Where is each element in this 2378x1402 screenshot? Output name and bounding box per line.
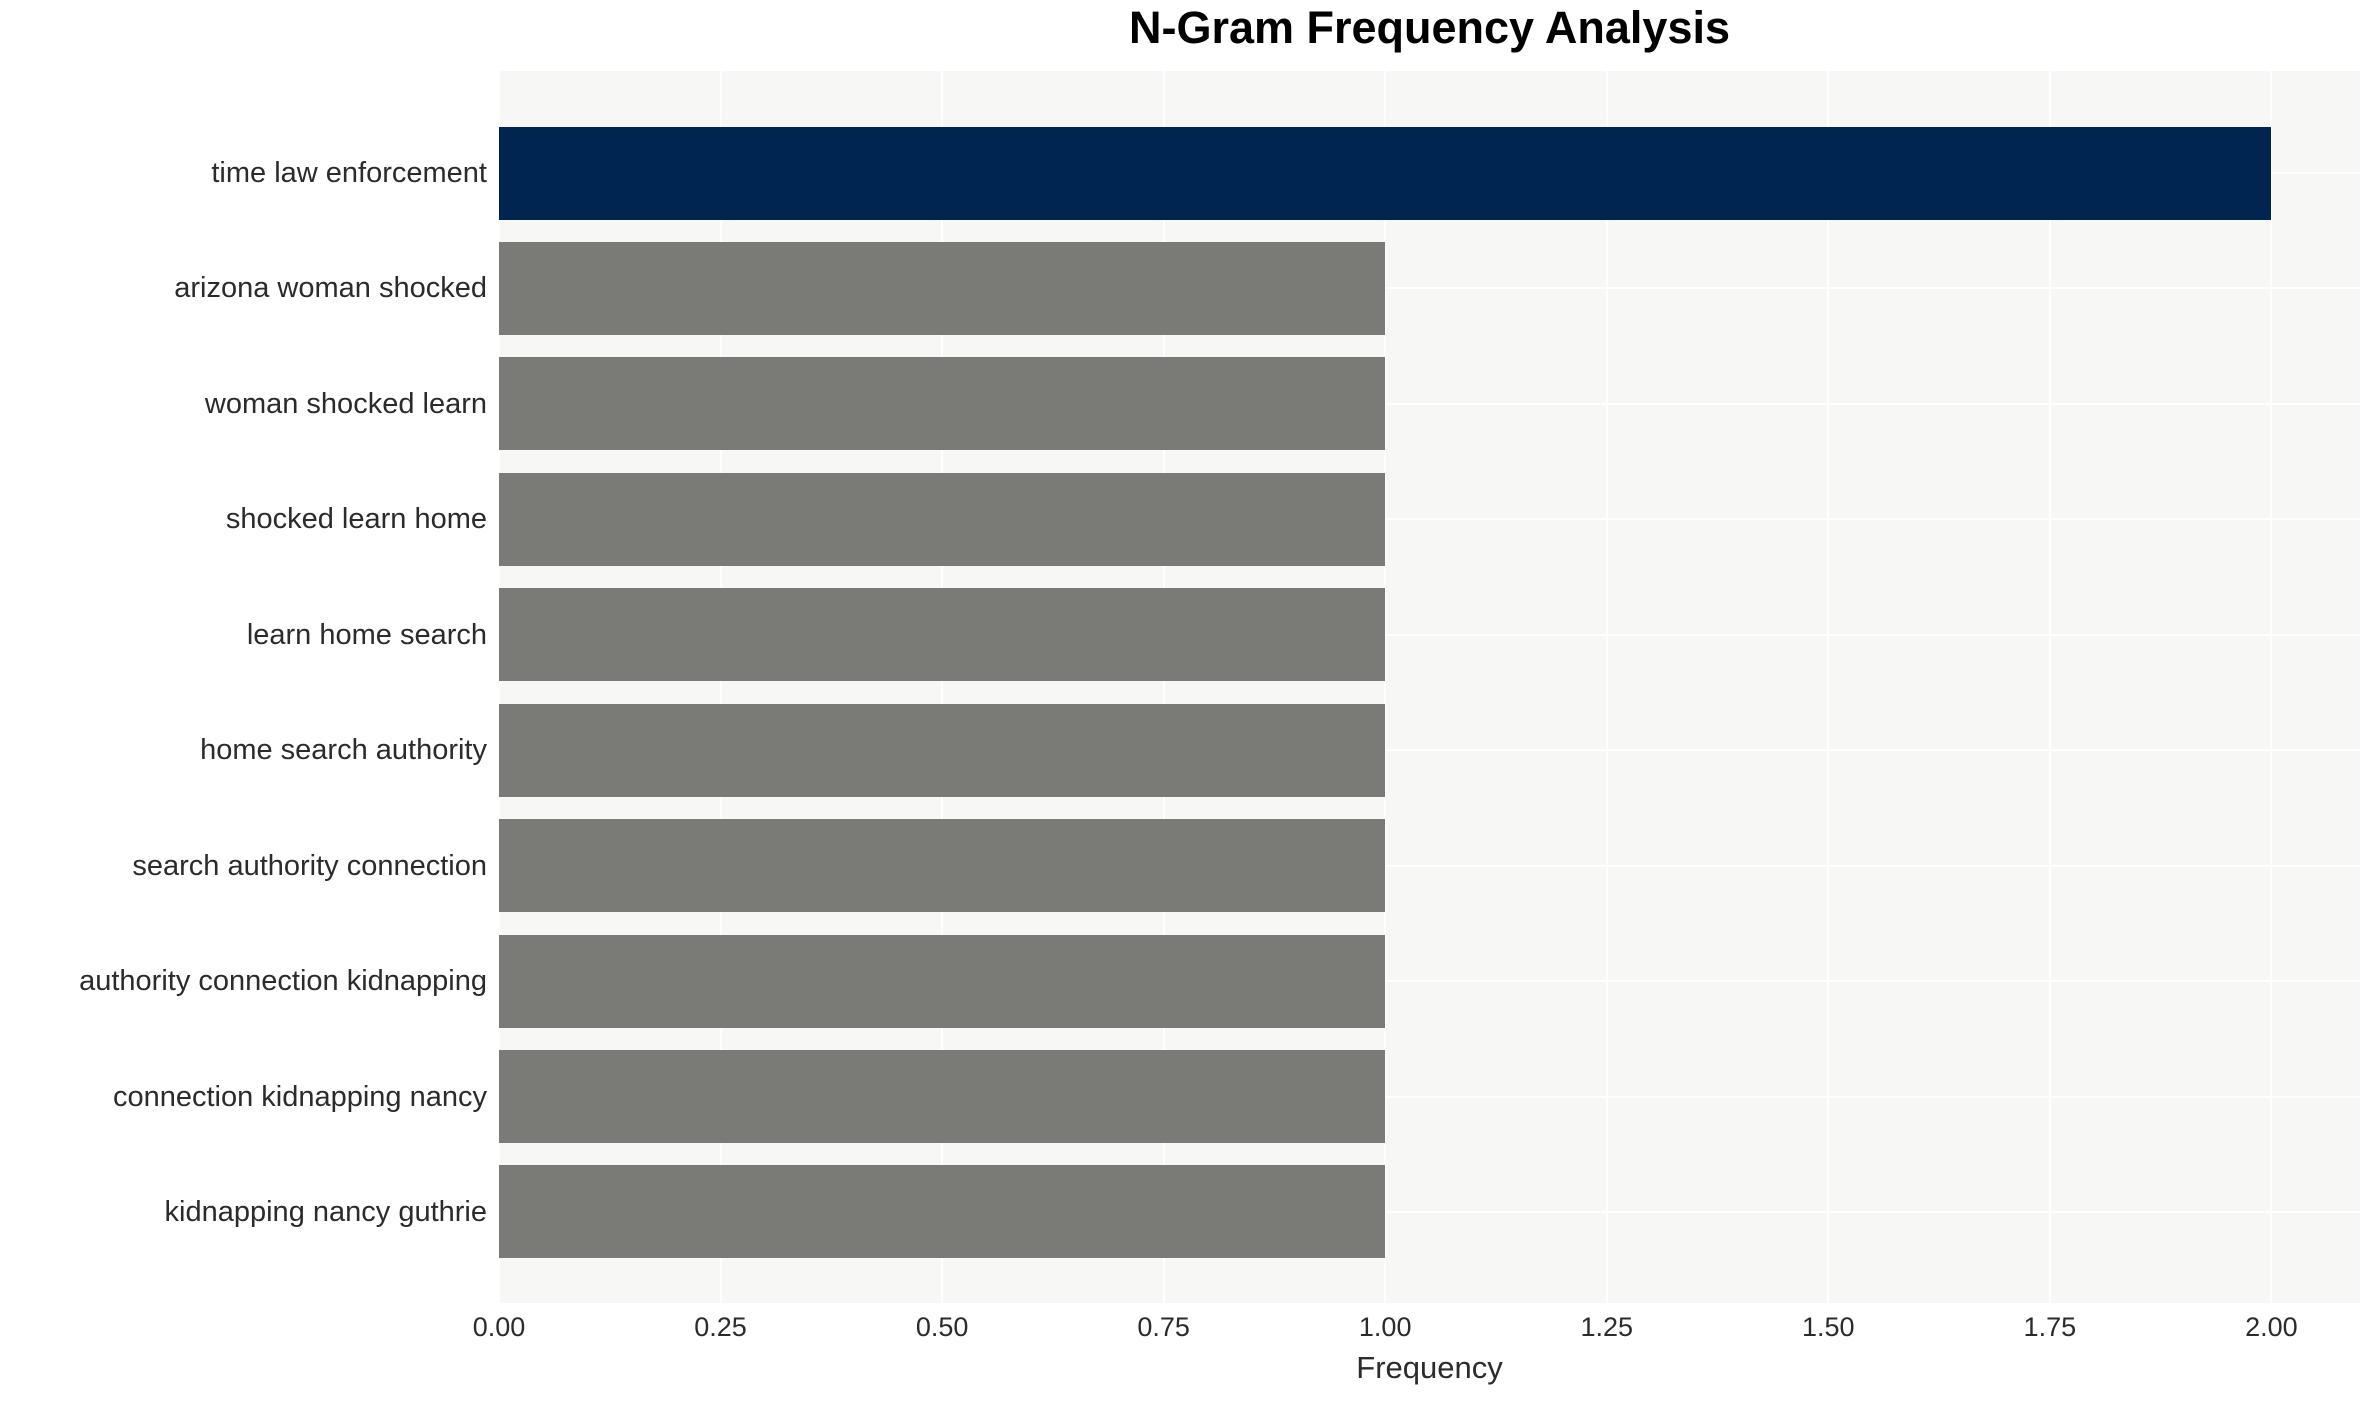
y-tick-label: connection kidnapping nancy — [112, 1080, 487, 1113]
y-gridline — [499, 633, 2360, 636]
x-gridline — [719, 71, 722, 1303]
x-gridline — [2270, 71, 2273, 1303]
y-gridline — [499, 1095, 2360, 1098]
y-tick-label: authority connection kidnapping — [79, 965, 487, 998]
x-tick-label: 1.50 — [1802, 1312, 1855, 1342]
x-gridline — [1827, 71, 1830, 1303]
y-tick-label: time law enforcement — [211, 157, 487, 189]
bar-search-authority-connection — [499, 819, 1386, 913]
x-tick-label: 0.75 — [1137, 1312, 1190, 1342]
y-tick-label: home search authority — [200, 734, 487, 767]
x-tick-label: 1.75 — [2023, 1312, 2077, 1342]
y-gridline — [499, 518, 2360, 521]
bar-arizona-woman-shocked — [499, 241, 1386, 335]
y-tick-label: woman shocked learn — [204, 387, 487, 420]
x-tick-label: 1.25 — [1580, 1312, 1634, 1342]
plot-area — [499, 71, 2360, 1303]
y-gridline — [499, 864, 2360, 867]
x-gridline — [1605, 71, 1608, 1303]
bar-kidnapping-nancy-guthrie — [499, 1165, 1386, 1259]
bar-learn-home-search — [499, 588, 1386, 682]
x-gridline — [499, 71, 500, 1303]
bar-time-law-enforcement — [499, 126, 2272, 220]
y-gridline — [499, 1210, 2360, 1213]
chart-title: N-Gram Frequency Analysis — [1128, 2, 1731, 53]
x-gridline — [1384, 71, 1387, 1303]
y-gridline — [499, 980, 2360, 983]
x-tick-label: 2.00 — [2245, 1312, 2298, 1342]
bar-shocked-learn-home — [499, 472, 1386, 566]
x-axis-label: Frequency — [1356, 1350, 1503, 1385]
x-tick-label: 0.50 — [915, 1312, 969, 1342]
bar-home-search-authority — [499, 703, 1386, 797]
y-gridline — [499, 749, 2360, 752]
x-tick-label: 1.00 — [1358, 1312, 1412, 1342]
x-gridline — [941, 71, 944, 1303]
y-tick-label: search authority connection — [132, 849, 487, 882]
bar-woman-shocked-learn — [499, 357, 1386, 451]
bar-connection-kidnapping-nancy — [499, 1050, 1386, 1144]
y-gridline — [499, 402, 2360, 405]
x-gridline — [1162, 71, 1165, 1303]
y-tick-label: learn home search — [246, 618, 487, 651]
x-tick-label: 0.00 — [472, 1312, 526, 1342]
x-tick-label: 0.25 — [694, 1312, 747, 1342]
x-gridline — [2048, 71, 2051, 1303]
y-tick-label: shocked learn home — [225, 503, 487, 536]
y-gridline — [499, 287, 2360, 290]
bar-authority-connection-kidnapping — [499, 934, 1386, 1028]
y-tick-label: kidnapping nancy guthrie — [164, 1195, 487, 1228]
y-tick-label: arizona woman shocked — [174, 272, 487, 305]
